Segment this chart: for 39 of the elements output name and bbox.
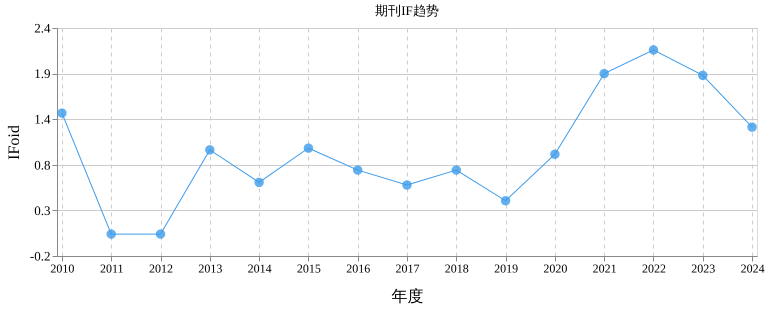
point bbox=[698, 70, 708, 80]
x-tick-label: 2020 bbox=[543, 262, 568, 276]
point bbox=[205, 145, 215, 155]
point bbox=[648, 45, 658, 55]
point bbox=[599, 68, 609, 78]
x-tick-label: 2013 bbox=[198, 262, 222, 276]
x-tick-label: 2014 bbox=[248, 262, 272, 276]
y-tick-label: 2.4 bbox=[34, 20, 51, 36]
chart-title: 期刊IF趋势 bbox=[375, 3, 439, 18]
x-tick-label: 2012 bbox=[149, 262, 174, 276]
x-tick-label: 2022 bbox=[642, 262, 666, 276]
point bbox=[550, 150, 560, 160]
point bbox=[500, 196, 510, 206]
point bbox=[304, 143, 314, 153]
x-tick-label: 2010 bbox=[50, 262, 74, 276]
x-tick-label: 2018 bbox=[444, 262, 469, 276]
y-tick-label: 1.9 bbox=[34, 66, 50, 82]
point bbox=[747, 122, 757, 132]
x-tick-label: 2021 bbox=[592, 262, 617, 276]
x-tick-label: 2017 bbox=[396, 262, 420, 276]
x-axis-title: 年度 bbox=[392, 288, 424, 306]
point bbox=[402, 180, 412, 190]
x-tick-label: 2016 bbox=[346, 262, 370, 276]
y-axis-title: IFoid bbox=[6, 125, 23, 160]
y-tick-label: 1.4 bbox=[34, 112, 51, 127]
y-tick-label: 0.3 bbox=[34, 202, 50, 218]
y-tick-label: -0.2 bbox=[30, 248, 50, 264]
x-tick-label: 2011 bbox=[100, 262, 124, 276]
x-tick-label: 2019 bbox=[494, 262, 518, 276]
point bbox=[254, 178, 264, 188]
point bbox=[106, 229, 116, 239]
point bbox=[156, 229, 166, 239]
point bbox=[352, 165, 362, 175]
point bbox=[452, 165, 462, 175]
y-tick-label: 0.8 bbox=[34, 157, 50, 172]
x-tick-label: 2024 bbox=[740, 262, 765, 276]
point bbox=[57, 108, 67, 118]
x-tick-label: 2023 bbox=[691, 262, 716, 276]
x-tick-label: 2015 bbox=[296, 262, 321, 276]
